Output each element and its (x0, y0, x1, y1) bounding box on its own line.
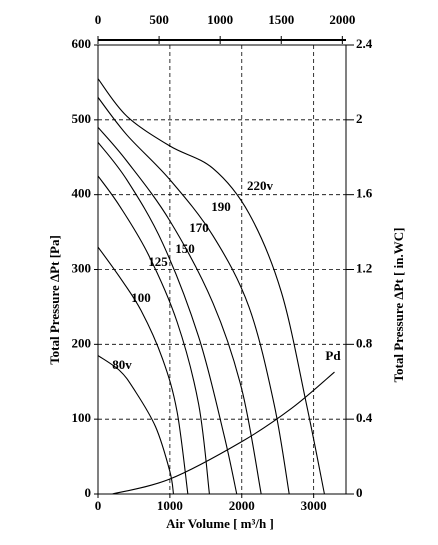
y2-tick-label: 1.2 (356, 260, 372, 275)
curve (97, 246, 189, 495)
x-tick-label: 1000 (157, 498, 183, 513)
y-axis-label: Total Pressure ΔPt [Pa] (47, 235, 62, 365)
y-tick-label: 300 (72, 260, 92, 275)
y2-tick-label: 0.4 (356, 410, 373, 425)
curve-label: 125 (148, 254, 168, 269)
y-tick-label: 100 (72, 410, 92, 425)
y2-tick-label: 1.6 (356, 186, 373, 201)
curve (97, 78, 325, 495)
curve (112, 371, 335, 495)
x-tick-label: 0 (95, 498, 102, 513)
curve-label: 190 (211, 199, 231, 214)
y2-tick-label: 0 (356, 485, 363, 500)
x2-tick-label: 0 (95, 12, 102, 27)
curve-label: 80v (112, 357, 132, 372)
curve-label: Pd (325, 348, 341, 363)
y-tick-label: 600 (72, 36, 92, 51)
x-tick-label: 2000 (229, 498, 255, 513)
x2-tick-label: 500 (149, 12, 169, 27)
y-tick-label: 500 (72, 111, 92, 126)
y-tick-label: 400 (72, 186, 92, 201)
x2-tick-label: 1500 (268, 12, 294, 27)
x2-tick-label: 1000 (207, 12, 233, 27)
curve-label: 170 (189, 220, 209, 235)
curve-label: 220v (247, 178, 274, 193)
y2-axis-label: Total Pressure ΔPt [ in.WC] (391, 228, 406, 383)
x2-tick-label: 2000 (329, 12, 355, 27)
curve (97, 355, 175, 495)
curve-label: 100 (131, 290, 151, 305)
curve-label: 150 (175, 241, 195, 256)
y2-tick-label: 2.4 (356, 36, 373, 51)
y-tick-label: 0 (85, 485, 92, 500)
curve (97, 141, 238, 495)
x-tick-label: 3000 (301, 498, 327, 513)
y-tick-label: 200 (72, 335, 92, 350)
curve (97, 97, 290, 495)
curve (97, 126, 262, 495)
y2-tick-label: 2 (356, 111, 363, 126)
curve (97, 175, 210, 495)
y2-tick-label: 0.8 (356, 335, 373, 350)
x-axis-label: Air Volume [ m³/h ] (166, 516, 274, 531)
